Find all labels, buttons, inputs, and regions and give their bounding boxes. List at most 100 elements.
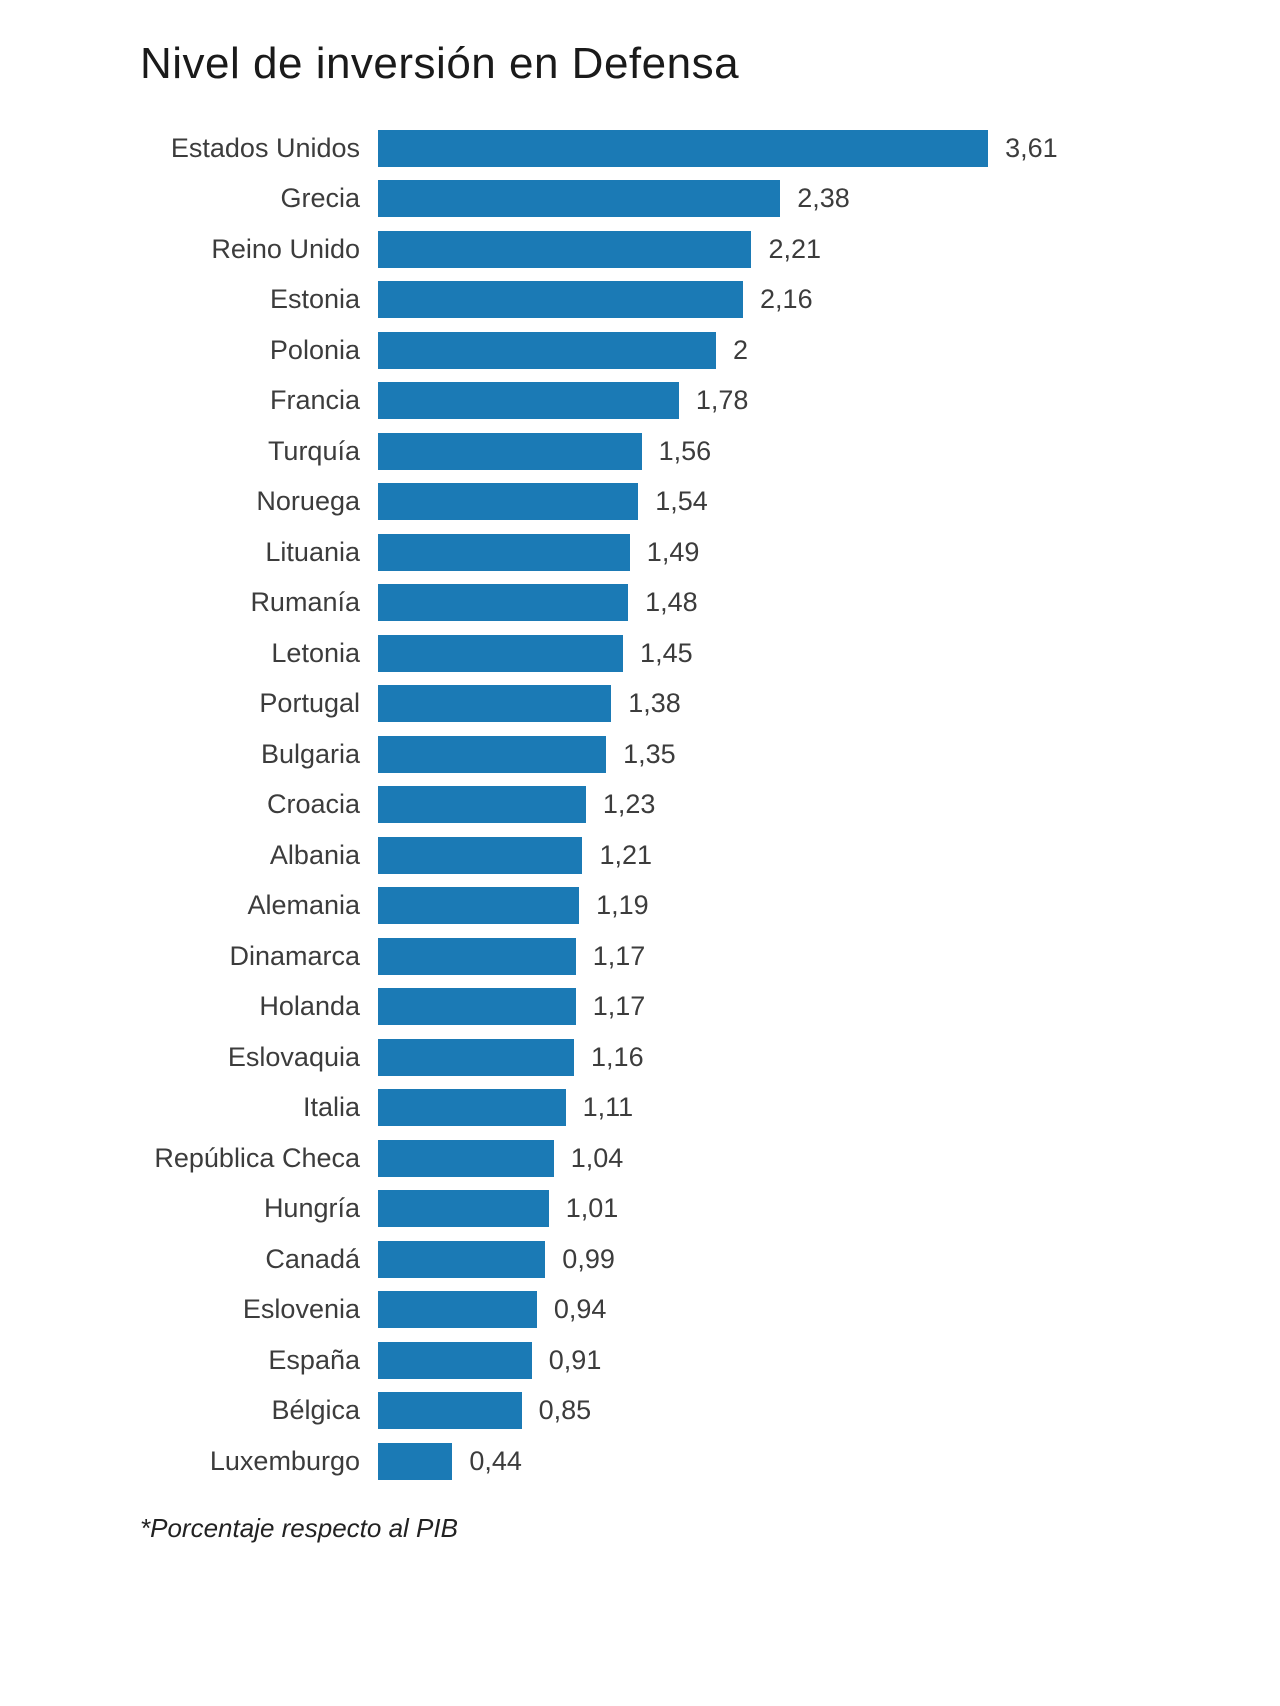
bar (378, 1089, 566, 1127)
category-label: República Checa (154, 1142, 360, 1173)
bar (378, 483, 639, 521)
bar-row: Polonia 2 (0, 325, 1280, 376)
bar-row: Canadá 0,99 (0, 1234, 1280, 1285)
bar-rows: Estados Unidos 3,61 Grecia 2,38 Reino Unido 2… (0, 123, 1280, 1487)
bar-row: Albania 1,21 (0, 830, 1280, 881)
bar (378, 634, 624, 672)
bar-row: Portugal 1,38 (0, 679, 1280, 730)
bar-row: Reino Unido 2,21 (0, 224, 1280, 275)
value-label: 1,01 (565, 1193, 619, 1224)
bar (378, 887, 580, 925)
bar-row: Holanda 1,17 (0, 982, 1280, 1033)
bar-row: Bulgaria 1,35 (0, 729, 1280, 780)
bar (378, 685, 612, 723)
category-label: Lituania (265, 536, 360, 567)
bar-row: Hungría 1,01 (0, 1184, 1280, 1235)
bar-row: Rumanía 1,48 (0, 578, 1280, 629)
bar (378, 382, 679, 420)
bar-row: Estonia 2,16 (0, 275, 1280, 326)
value-label: 1,16 (591, 1041, 644, 1072)
value-label: 0,91 (548, 1344, 602, 1375)
bar-row: Estados Unidos 3,61 (0, 123, 1280, 174)
category-label: Polonia (269, 334, 360, 365)
value-label: 2,16 (760, 284, 813, 315)
chart-title: Nivel de inversión en Defensa (140, 39, 740, 88)
bar (378, 432, 642, 470)
category-label: Reino Unido (211, 233, 360, 264)
value-label: 1,23 (602, 789, 656, 820)
value-label: 0,44 (469, 1445, 522, 1476)
value-label: 0,94 (553, 1294, 607, 1325)
bar (378, 331, 716, 369)
bar (378, 281, 744, 319)
bar (378, 836, 583, 874)
value-label: 3,61 (1005, 132, 1058, 163)
bar (378, 937, 576, 975)
bar (378, 1341, 532, 1379)
category-label: Bélgica (271, 1395, 360, 1426)
category-label: Luxemburgo (209, 1445, 360, 1476)
value-label: 1,11 (582, 1092, 634, 1123)
bar-row: Eslovaquia 1,16 (0, 1032, 1280, 1083)
category-label: Holanda (259, 991, 360, 1022)
value-label: 0,99 (562, 1243, 615, 1274)
category-label: Eslovenia (242, 1294, 360, 1325)
bar (378, 1442, 453, 1480)
category-label: Estonia (269, 284, 360, 315)
bar-row: Turquía 1,56 (0, 426, 1280, 477)
bar (378, 1190, 549, 1228)
bar (378, 1139, 554, 1177)
bar-row: Luxemburgo 0,44 (0, 1436, 1280, 1487)
bar (378, 1392, 522, 1430)
category-label: Alemania (247, 890, 360, 921)
bar (378, 988, 576, 1026)
category-label: Bulgaria (260, 738, 360, 769)
bar-row: Croacia 1,23 (0, 780, 1280, 831)
category-label: Estados Unidos (170, 132, 360, 163)
bar (378, 786, 586, 824)
bar (378, 735, 607, 773)
bar-row: Alemania 1,19 (0, 881, 1280, 932)
category-label: Croacia (266, 789, 360, 820)
bar-row: Lituania 1,49 (0, 527, 1280, 578)
category-label: Grecia (280, 183, 360, 214)
bar-row: Francia 1,78 (0, 376, 1280, 427)
category-label: Italia (302, 1092, 360, 1123)
bar (378, 533, 630, 571)
category-label: Dinamarca (229, 940, 360, 971)
bar (378, 1291, 537, 1329)
category-label: Hungría (263, 1193, 360, 1224)
value-label: 1,54 (655, 486, 708, 517)
category-label: Rumanía (250, 587, 360, 618)
category-label: Francia (269, 385, 360, 416)
bar (378, 1240, 546, 1278)
category-label: Turquía (267, 435, 360, 466)
bar-row: Bélgica 0,85 (0, 1386, 1280, 1437)
chart-footnote: *Porcentaje respecto al PIB (140, 1512, 458, 1543)
bar (378, 584, 629, 622)
value-label: 1,17 (592, 940, 646, 971)
value-label: 1,78 (695, 385, 749, 416)
value-label: 1,48 (645, 587, 698, 618)
value-label: 2 (733, 334, 749, 365)
bar-row: Grecia 2,38 (0, 174, 1280, 225)
bar-row: Letonia 1,45 (0, 628, 1280, 679)
category-label: Noruega (256, 486, 360, 517)
bar-row: Dinamarca 1,17 (0, 931, 1280, 982)
value-label: 1,56 (658, 435, 712, 466)
value-label: 1,49 (646, 536, 700, 567)
value-label: 1,45 (640, 637, 693, 668)
category-label: Eslovaquia (227, 1041, 360, 1072)
value-label: 1,19 (596, 890, 649, 921)
bar (378, 230, 752, 268)
bar-row: Eslovenia 0,94 (0, 1285, 1280, 1336)
bar (378, 129, 989, 167)
bar-row: Noruega 1,54 (0, 477, 1280, 528)
category-label: Portugal (259, 688, 360, 719)
value-label: 1,04 (570, 1142, 624, 1173)
bar-row: República Checa 1,04 (0, 1133, 1280, 1184)
category-label: Letonia (271, 637, 360, 668)
bar (378, 180, 781, 218)
value-label: 1,21 (599, 839, 653, 870)
category-label: Canadá (265, 1243, 360, 1274)
